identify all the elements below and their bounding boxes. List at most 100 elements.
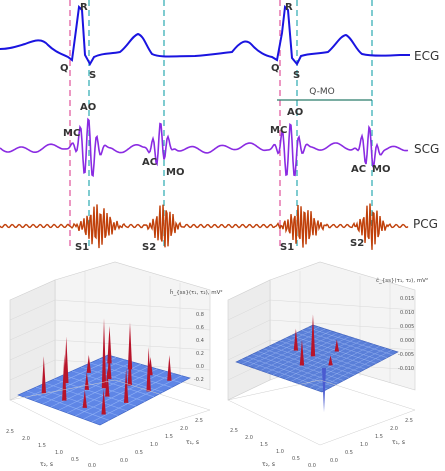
- plot-left-xtick-4: 0.5: [71, 457, 79, 463]
- scg-mc-label-2: MC: [270, 125, 287, 136]
- surface-grid-line: [315, 349, 393, 391]
- pcg-s2-label-2: S2: [350, 238, 364, 249]
- pcg-s2-label-1: S2: [142, 242, 156, 253]
- plot-right-surface: [235, 324, 399, 393]
- plot-right-xtick-3: 1.0: [276, 449, 284, 455]
- surface-spike: [101, 318, 107, 389]
- surface-grid-line: [285, 340, 362, 380]
- surface-spike: [127, 322, 133, 370]
- plot-right-ytick-1: 0.5: [345, 450, 353, 456]
- scg-ao-label-1: AO: [80, 102, 96, 113]
- plot-left-xtick-1: 2.0: [22, 436, 30, 442]
- plot-right-ylabel: τ₁, s: [392, 439, 405, 446]
- surface-spike: [146, 347, 151, 392]
- surface-grid-line: [67, 368, 158, 414]
- plot-left-ytick-4: 2.0: [180, 426, 188, 432]
- plot-left-ztick-3: 0.2: [196, 351, 204, 357]
- plot-left-xtick-3: 1.0: [55, 450, 63, 456]
- plot-right-ztick-5: -0.010: [398, 366, 414, 372]
- plot-left-ylabel: τ₁, s: [186, 439, 199, 446]
- signal-panel: Q-MO ECG SCG PCG Q R S Q R S AO MC AC MO…: [0, 0, 439, 253]
- plot-left-zlabel: ĥ_{ss}(τ₁, τ₂), mV²: [169, 289, 223, 296]
- surface-spike: [167, 355, 172, 381]
- surface-grid-line: [71, 370, 155, 398]
- plot-right-ytick-2: 1.0: [360, 442, 368, 448]
- plot-right: ĉ_{ss}(τ₁, τ₂), mV² 0.015 0.010 0.005 0.…: [227, 261, 428, 469]
- surface-grid-line: [290, 335, 377, 364]
- plot-left-xtick-2: 1.5: [38, 443, 46, 449]
- surface-grid-line: [83, 373, 174, 420]
- plot-left: ĥ_{ss}(τ₁, τ₂), mV² 0.8 0.6 0.4 0.2 0.0 …: [6, 261, 223, 469]
- surface-grid-line: [98, 358, 182, 383]
- plot-right-floor: [227, 379, 416, 446]
- plot-left-ztick-4: 0.0: [196, 364, 204, 370]
- plot-left-xtick-5: 0.0: [88, 463, 96, 469]
- surface-spike: [86, 354, 91, 373]
- ecg-q-label-1: Q: [60, 63, 69, 74]
- surface-spike: [107, 351, 112, 380]
- surface-spike: [334, 339, 340, 352]
- pcg-s1-label-2: S1: [280, 242, 294, 253]
- plot-left-floor: [9, 379, 211, 446]
- surface-spike: [64, 336, 69, 384]
- surface-grid-line: [91, 375, 182, 423]
- ecg-label: ECG: [414, 49, 439, 63]
- surface-grid-line: [297, 344, 374, 384]
- surface-spike: [293, 328, 299, 351]
- plot-right-xtick-1: 2.0: [245, 435, 253, 441]
- scg-mo-label-1: MO: [166, 167, 184, 178]
- surface-spike: [299, 339, 305, 366]
- plot-right-ztick-4: -0.005: [398, 352, 414, 358]
- surface-spike: [41, 356, 46, 394]
- plot-left-xtick-0: 2.5: [6, 429, 14, 435]
- surface-spike: [107, 325, 112, 364]
- plot-right-ztick-1: 0.010: [400, 310, 414, 316]
- ecg-r-label-2: R: [285, 2, 293, 13]
- surface-grid-line: [285, 337, 371, 367]
- plot-left-xlabel: τ₂, s: [40, 461, 53, 468]
- plot-left-ytick-0: 0.0: [120, 458, 128, 464]
- plot-left-ztick-5: -0.2: [194, 377, 204, 383]
- surface-spike: [82, 389, 87, 408]
- plot-left-surface: [17, 354, 191, 426]
- plot-right-surface-grid: [241, 326, 393, 391]
- q-mo-interval-label: Q-MO: [309, 87, 334, 97]
- pcg-label: PCG: [413, 217, 438, 231]
- pcg-trace: [0, 203, 409, 250]
- plot-left-ytick-5: 2.5: [195, 418, 203, 424]
- plot-left-ztick-0: 0.8: [196, 312, 204, 318]
- plot-left-ztick-1: 0.6: [196, 325, 204, 331]
- scg-label: SCG: [414, 142, 439, 156]
- plot-right-ztick-3: 0.000: [400, 338, 414, 344]
- surface-spike: [148, 356, 153, 376]
- plot-right-ztick-0: 0.015: [400, 296, 414, 302]
- plot-left-ytick-3: 1.5: [165, 434, 173, 440]
- scg-mc-label-1: MC: [63, 128, 80, 139]
- plot-right-ytick-5: 2.5: [405, 418, 413, 424]
- plot-left-ytick-2: 1.0: [150, 442, 158, 448]
- surface-spike: [105, 369, 110, 397]
- plot-right-xtick-0: 2.5: [230, 428, 238, 434]
- plot-right-ytick-3: 1.5: [375, 434, 383, 440]
- scg-trace: [0, 117, 409, 178]
- plot-right-ytick-0: 0.0: [330, 458, 338, 464]
- plot-right-spikes: [293, 314, 340, 412]
- surface-spike-negative: [322, 368, 326, 412]
- scg-ao-label-2: AO: [287, 107, 303, 118]
- surface-spike: [123, 368, 129, 403]
- plot-right-ytick-4: 2.0: [390, 426, 398, 432]
- surface-grid-line: [307, 327, 393, 356]
- scg-ac-label-2: AC: [351, 164, 366, 175]
- ecg-q-label-2: Q: [271, 63, 280, 74]
- plot-left-ztick-2: 0.4: [196, 338, 204, 344]
- scg-ac-label-1: AC: [142, 157, 157, 168]
- surface-spike: [101, 389, 106, 415]
- ecg-trace: [0, 4, 410, 67]
- ecg-s-label-2: S: [293, 70, 300, 81]
- plot-right-zlabel: ĉ_{ss}(τ₁, τ₂), mV²: [376, 277, 428, 284]
- plot-right-xtick-4: 0.5: [292, 456, 300, 462]
- scg-mo-label-2: MO: [372, 164, 390, 175]
- plot-right-ztick-2: 0.005: [400, 324, 414, 330]
- surface-grid-line: [75, 370, 166, 417]
